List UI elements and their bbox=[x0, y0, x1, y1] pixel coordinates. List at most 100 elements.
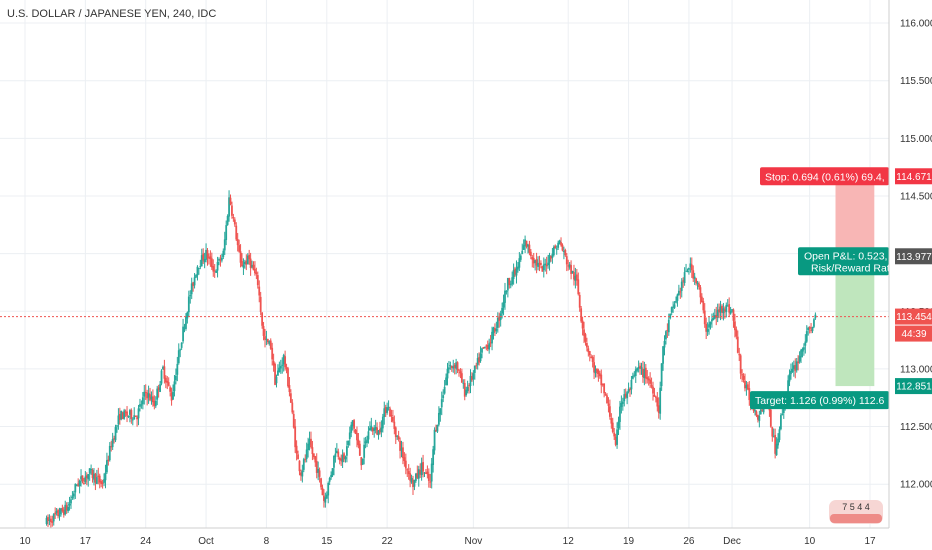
candle-body bbox=[162, 366, 164, 369]
time-axis-panel[interactable] bbox=[0, 528, 889, 550]
candle-body bbox=[440, 399, 443, 408]
candle-body bbox=[604, 394, 607, 396]
time-tick-label: 24 bbox=[140, 536, 152, 547]
time-axis[interactable]: 10 17 24 Oct 8 15 22 Nov 12 19 26 Dec 10 17 bbox=[19, 536, 876, 547]
candle-body bbox=[732, 309, 735, 321]
candle-body bbox=[511, 277, 514, 285]
candle-body bbox=[718, 309, 721, 313]
candle-body bbox=[804, 341, 807, 346]
candle-body bbox=[485, 345, 488, 347]
candle-body bbox=[489, 342, 492, 344]
candle-body bbox=[666, 329, 669, 331]
candle-body bbox=[137, 408, 140, 419]
candle-body bbox=[348, 432, 351, 439]
candle-body bbox=[682, 280, 685, 282]
candle-body bbox=[492, 327, 495, 334]
candle-body bbox=[742, 375, 745, 380]
candle-body bbox=[404, 460, 407, 469]
candle-body bbox=[570, 265, 572, 274]
candle-body bbox=[527, 244, 529, 247]
candle-body bbox=[60, 508, 62, 515]
price-tick-label: 115.000 bbox=[900, 134, 932, 145]
candle-body bbox=[515, 268, 518, 276]
price-tick-label: 113.000 bbox=[900, 364, 932, 375]
candle-body bbox=[317, 468, 320, 473]
candle-body bbox=[129, 410, 131, 415]
candle-body bbox=[591, 357, 594, 362]
candle-body bbox=[236, 239, 239, 246]
candle-body bbox=[633, 374, 636, 376]
candle-body bbox=[391, 416, 394, 422]
candle-body bbox=[787, 380, 789, 392]
candle-body bbox=[578, 294, 581, 308]
candle-body bbox=[739, 355, 742, 374]
candle-body bbox=[223, 239, 226, 251]
candle-body bbox=[505, 291, 508, 293]
candle-body bbox=[693, 276, 696, 279]
candle-body bbox=[100, 481, 103, 484]
candle-body bbox=[797, 361, 800, 364]
position-panels[interactable]: Stop: 0.694 (0.61%) 69.4, Open P&L: 0.523… bbox=[750, 167, 898, 410]
candle-body bbox=[231, 205, 233, 216]
candle-body bbox=[468, 385, 470, 387]
candle-body bbox=[350, 424, 353, 433]
candle-body bbox=[719, 306, 722, 313]
candle-body bbox=[62, 509, 65, 515]
candle-body bbox=[360, 457, 363, 466]
candle-body bbox=[48, 519, 51, 521]
candle-body bbox=[57, 509, 59, 516]
candle-body bbox=[502, 301, 505, 308]
candle-body bbox=[151, 396, 154, 403]
candle-body bbox=[667, 319, 670, 333]
candle-body bbox=[344, 456, 347, 460]
candle-body bbox=[393, 421, 396, 429]
candle-body bbox=[205, 249, 207, 260]
candle-body bbox=[47, 517, 49, 521]
candle-body bbox=[154, 400, 157, 407]
candle-body bbox=[384, 406, 387, 413]
candle-body bbox=[172, 391, 174, 400]
candle-body bbox=[445, 377, 447, 386]
candle-body bbox=[203, 258, 206, 263]
candle-body bbox=[700, 296, 703, 303]
candle-body bbox=[545, 264, 548, 267]
candle-body bbox=[139, 404, 141, 407]
candle-body bbox=[256, 275, 259, 286]
candle-body bbox=[488, 343, 491, 350]
candle-body bbox=[637, 367, 640, 369]
stop-info-panel[interactable] bbox=[760, 167, 889, 186]
candle-body bbox=[416, 473, 419, 478]
candle-body bbox=[83, 482, 85, 484]
candle-body bbox=[676, 294, 679, 301]
candle-body bbox=[197, 267, 200, 269]
target-info-panel[interactable] bbox=[750, 391, 889, 410]
candle-body bbox=[621, 401, 624, 404]
candle-body bbox=[448, 367, 450, 370]
candle-body bbox=[301, 470, 304, 477]
candle-body bbox=[597, 370, 600, 374]
candle-body bbox=[811, 327, 814, 332]
pl-info-panel[interactable] bbox=[798, 247, 889, 276]
candle-body bbox=[560, 242, 562, 246]
candle-body bbox=[64, 504, 67, 515]
candle-body bbox=[127, 415, 130, 417]
candle-body bbox=[657, 405, 660, 413]
candle-body bbox=[685, 270, 687, 272]
candle-body bbox=[794, 365, 797, 371]
candle-body bbox=[101, 482, 104, 484]
candle-body bbox=[711, 319, 713, 322]
candle-body bbox=[177, 350, 180, 364]
candle-body bbox=[429, 481, 432, 483]
candle-body bbox=[496, 317, 499, 328]
candle-body bbox=[620, 402, 623, 408]
candle-body bbox=[315, 460, 318, 473]
candle-body bbox=[774, 434, 777, 454]
candle-body bbox=[542, 264, 545, 271]
candle-body bbox=[72, 493, 75, 497]
candle-body bbox=[433, 429, 436, 451]
candle-body bbox=[699, 287, 702, 298]
candle-body bbox=[334, 453, 337, 458]
candle-body bbox=[251, 265, 253, 267]
candle-body bbox=[98, 475, 101, 483]
